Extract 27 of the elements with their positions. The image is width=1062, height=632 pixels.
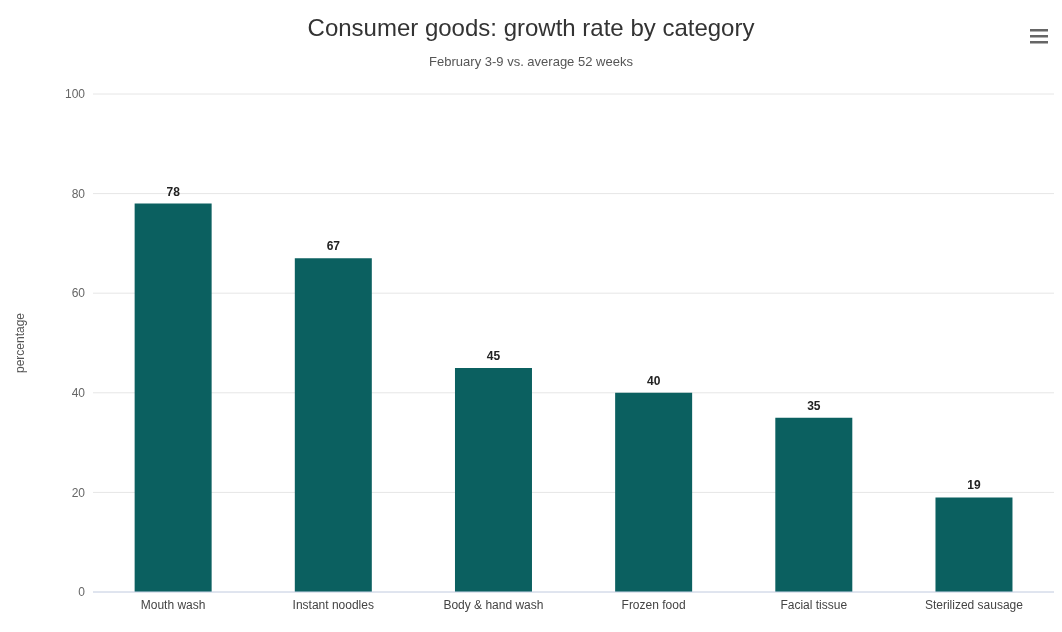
bar (294, 258, 372, 592)
data-label: 40 (646, 373, 661, 388)
data-label: 19 (967, 478, 981, 493)
y-tick-label: 40 (71, 386, 86, 401)
data-label: 45 (486, 348, 501, 363)
y-tick-label: 60 (71, 286, 86, 301)
bar (615, 392, 693, 592)
chart-title: Consumer goods: growth rate by category (306, 14, 756, 42)
data-label: 35 (807, 398, 821, 413)
x-tick-label: Frozen food (621, 597, 686, 612)
bar (935, 497, 1013, 592)
x-tick-label: Sterilized sausage (924, 597, 1024, 612)
y-tick-label: 0 (78, 585, 86, 600)
bar (134, 203, 212, 592)
x-tick-label: Facial tissue (780, 597, 848, 612)
x-tick-label: Instant noodles (292, 597, 374, 612)
y-tick-label: 80 (71, 186, 86, 201)
y-axis-title: percentage (13, 312, 28, 374)
y-tick-label: 20 (71, 485, 86, 500)
bar (454, 367, 532, 592)
chart-subtitle: February 3-9 vs. average 52 weeks (428, 54, 634, 69)
bar (775, 417, 853, 592)
x-tick-label: Mouth wash (140, 597, 206, 612)
data-label: 67 (326, 239, 341, 254)
data-label: 78 (166, 184, 181, 199)
x-tick-label: Body & hand wash (443, 597, 544, 612)
y-tick-label: 100 (64, 87, 86, 102)
